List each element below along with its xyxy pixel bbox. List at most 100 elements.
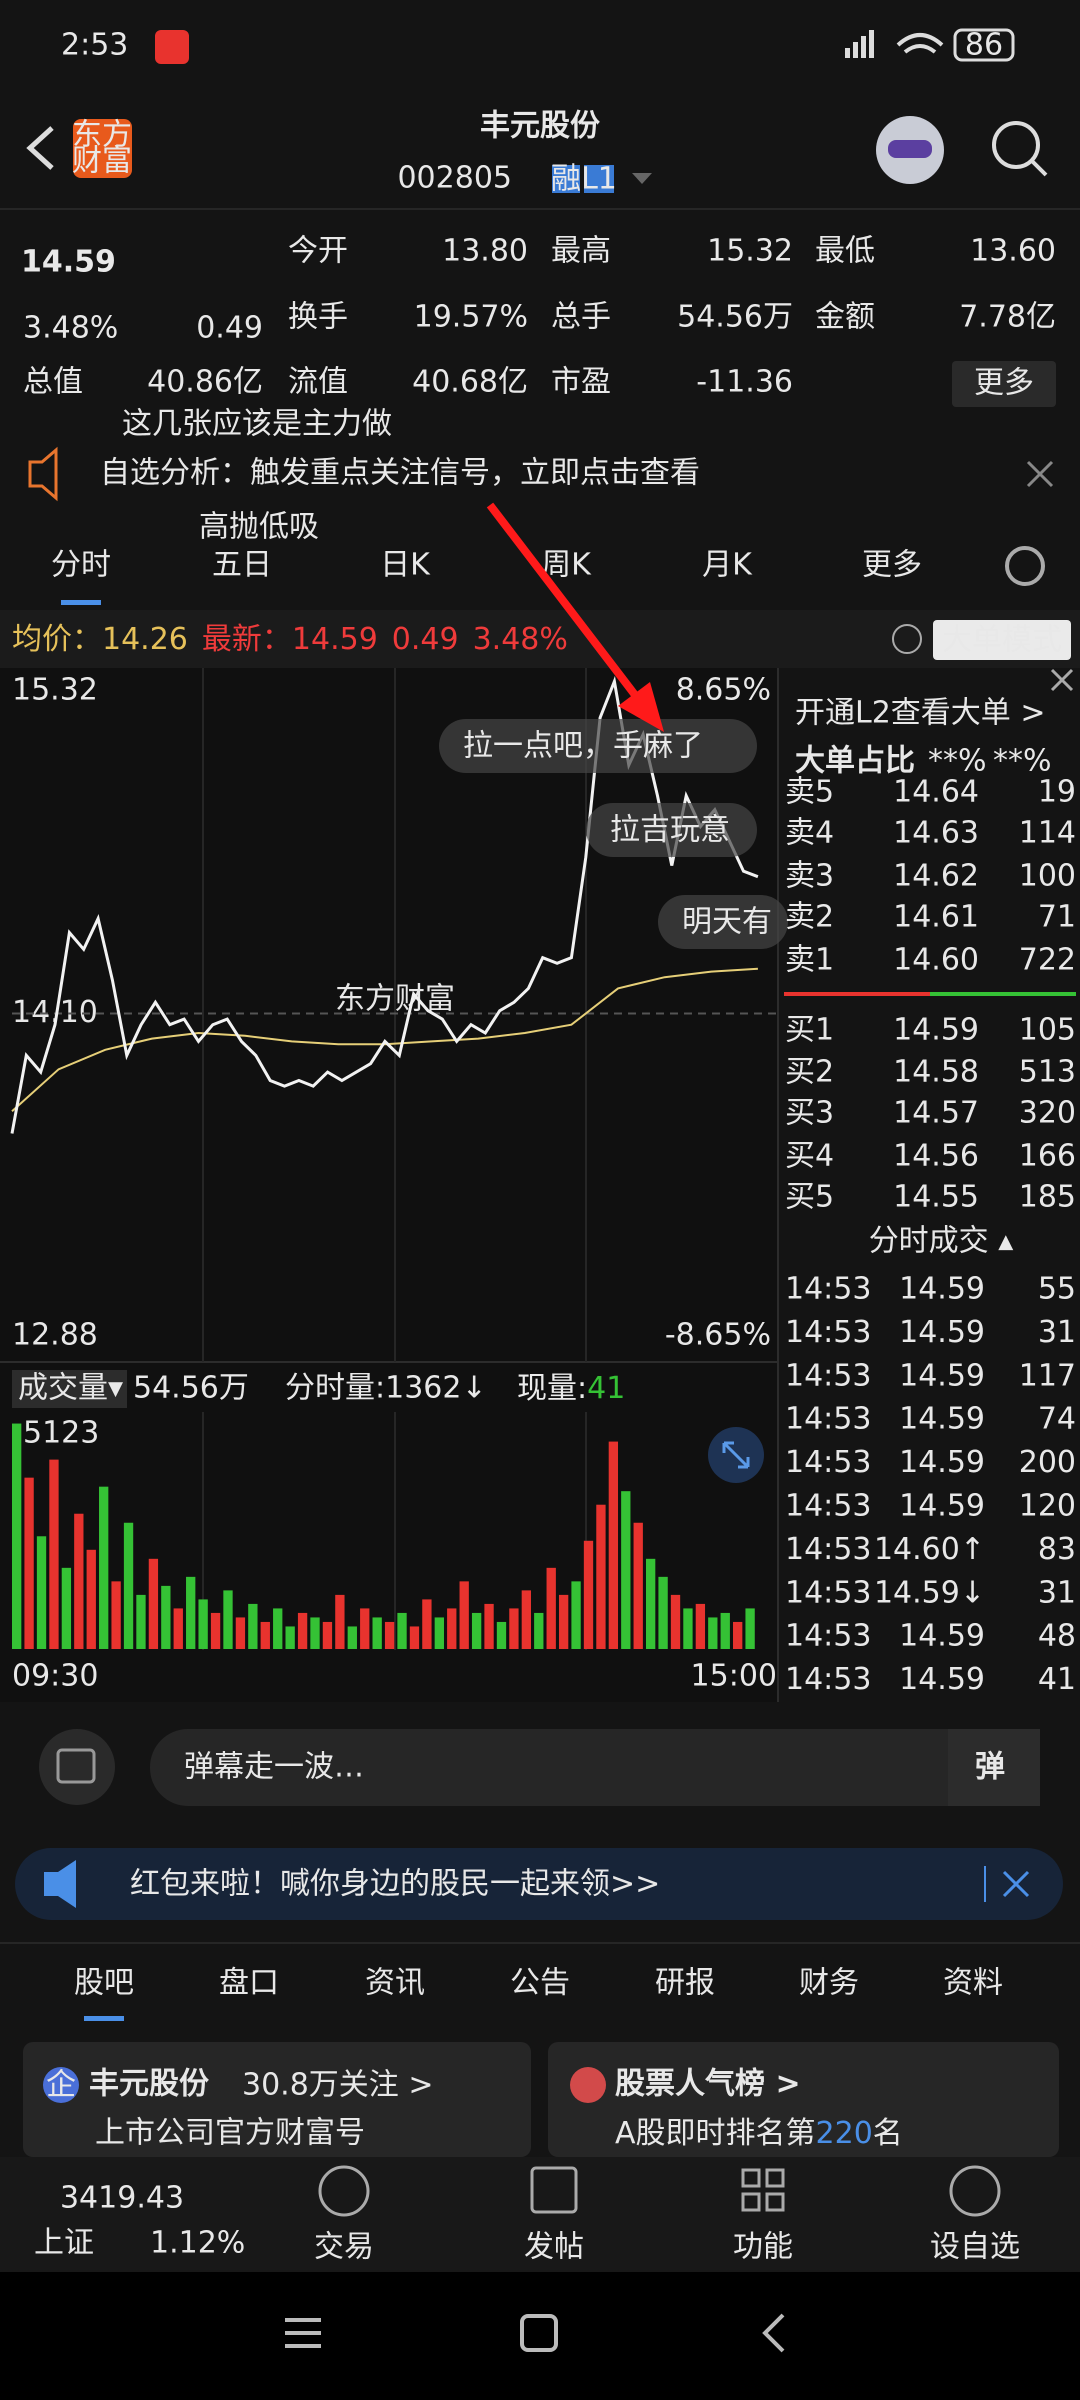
clock: 2:53 bbox=[61, 28, 128, 63]
field-label: 市盈 bbox=[551, 365, 611, 400]
nav-icon[interactable] bbox=[530, 2166, 578, 2214]
volume-bar bbox=[484, 1603, 494, 1649]
info-part: 0.49 bbox=[392, 622, 459, 657]
book-label: 买1 bbox=[785, 1013, 834, 1048]
trade-price: 14.59 bbox=[899, 1315, 985, 1350]
book-label: 卖1 bbox=[785, 943, 834, 978]
banner[interactable] bbox=[15, 1848, 1063, 1920]
chart-frame bbox=[202, 668, 587, 1650]
trade-time: 14:53 bbox=[785, 1358, 871, 1393]
banner-text[interactable]: 红包来啦！喊你身边的股民一起来领>> bbox=[130, 1867, 660, 1902]
section-underline bbox=[84, 2016, 124, 2021]
tab[interactable]: 五日 bbox=[212, 548, 272, 583]
nav-label[interactable]: 功能 bbox=[733, 2230, 793, 2265]
trade-time: 14:53 bbox=[785, 1575, 871, 1610]
nav-icon[interactable] bbox=[318, 2165, 370, 2217]
minute-volume: 分时量:1362↓ bbox=[285, 1371, 487, 1406]
volume-bar bbox=[111, 1581, 121, 1649]
x-tick-label: 15:00 bbox=[691, 1659, 777, 1694]
volume-bar bbox=[136, 1594, 146, 1649]
trade-price: 14.59↓ bbox=[874, 1575, 985, 1610]
book-price: 14.60 bbox=[893, 943, 979, 978]
search-button[interactable] bbox=[992, 121, 1040, 169]
close-panel[interactable] bbox=[1050, 668, 1074, 692]
trade-time: 14:53 bbox=[785, 1662, 871, 1697]
field-value: 13.60 bbox=[970, 234, 1056, 269]
tab[interactable]: 月K bbox=[702, 548, 753, 583]
volume-bar bbox=[596, 1504, 606, 1649]
book-volume: 19 bbox=[1038, 775, 1076, 810]
help-icon[interactable] bbox=[892, 624, 922, 654]
volume-bar bbox=[745, 1608, 755, 1649]
nav-label[interactable]: 交易 bbox=[314, 2230, 374, 2265]
section-tab[interactable]: 股吧 bbox=[74, 1966, 134, 2001]
volume-label[interactable]: 成交量▾ bbox=[18, 1371, 123, 1406]
more-button[interactable] bbox=[952, 361, 1056, 407]
volume-bar bbox=[74, 1513, 84, 1649]
nav-label[interactable]: 设自选 bbox=[930, 2230, 1020, 2265]
nav-label[interactable]: 发帖 bbox=[524, 2230, 584, 2265]
tab[interactable]: 日K bbox=[380, 548, 431, 583]
danmaku-text: 拉一点吧，手麻了 bbox=[463, 729, 703, 764]
mode-button[interactable] bbox=[933, 620, 1071, 660]
back-button[interactable] bbox=[26, 126, 54, 170]
info-part: 均价： bbox=[12, 622, 102, 657]
l2-link[interactable]: 开通L2查看大单 > bbox=[795, 696, 1045, 731]
trade-volume: 74 bbox=[1038, 1402, 1076, 1437]
volume-bar bbox=[372, 1617, 382, 1649]
volume-bar bbox=[633, 1522, 643, 1649]
volume-select[interactable] bbox=[12, 1370, 127, 1408]
card-icon bbox=[43, 2067, 79, 2103]
danmaku-toggle[interactable] bbox=[39, 1729, 115, 1805]
robot-visor bbox=[888, 140, 932, 158]
x-tick-label: 09:30 bbox=[12, 1659, 98, 1694]
section-tab[interactable]: 盘口 bbox=[219, 1966, 279, 2001]
tab[interactable]: 更多 bbox=[862, 548, 922, 583]
mode-label[interactable]: 大单模式 bbox=[942, 623, 1062, 658]
nav-icon[interactable] bbox=[741, 2168, 785, 2212]
trade-time: 14:53 bbox=[785, 1619, 871, 1654]
danmaku-send[interactable] bbox=[948, 1729, 1040, 1806]
field-value: 13.80 bbox=[442, 234, 528, 269]
more-label[interactable]: 更多 bbox=[974, 366, 1034, 401]
info-line: 均价：14.26 最新：14.59 0.49 3.48% bbox=[12, 622, 568, 657]
change: 0.49 bbox=[196, 311, 263, 346]
book-volume: 320 bbox=[1019, 1096, 1076, 1131]
danmaku-button[interactable]: 弹 bbox=[975, 1750, 1005, 1785]
nav-icon[interactable] bbox=[949, 2165, 1001, 2217]
section-tab[interactable]: 公告 bbox=[510, 1966, 570, 2001]
volume-bar bbox=[534, 1612, 544, 1649]
section-tab[interactable]: 资讯 bbox=[365, 1966, 425, 2001]
system-buttons[interactable] bbox=[285, 2313, 785, 2353]
banner-close[interactable] bbox=[1002, 1870, 1030, 1898]
section-tab[interactable]: 研报 bbox=[655, 1966, 715, 2001]
close-notice[interactable] bbox=[1026, 460, 1054, 488]
trade-volume: 48 bbox=[1038, 1619, 1076, 1654]
danmaku-icon bbox=[56, 1748, 96, 1784]
book-label: 卖4 bbox=[785, 816, 834, 851]
system-nav bbox=[0, 2272, 1080, 2400]
section-tab[interactable]: 资料 bbox=[943, 1966, 1003, 2001]
settings-icon[interactable] bbox=[1005, 546, 1045, 586]
volume-bar bbox=[161, 1585, 171, 1649]
volume-bar bbox=[571, 1581, 581, 1649]
volume-bar bbox=[422, 1599, 432, 1649]
ratio-value: **% bbox=[928, 744, 987, 779]
tab[interactable]: 分时 bbox=[51, 548, 111, 583]
tab-underline bbox=[61, 600, 101, 605]
dropdown-arrow[interactable] bbox=[632, 173, 652, 184]
book-price: 14.63 bbox=[893, 816, 979, 851]
avg-line bbox=[11, 967, 758, 1112]
card[interactable] bbox=[23, 2042, 531, 2157]
book-volume: 114 bbox=[1019, 816, 1076, 851]
current-label: 现量: bbox=[517, 1371, 587, 1406]
danmaku-placeholder: 弹幕走一波… bbox=[184, 1750, 364, 1785]
divider bbox=[0, 1942, 1080, 1944]
trade-price: 14.59 bbox=[899, 1445, 985, 1480]
volume-bar bbox=[248, 1603, 258, 1649]
info-part: 最新： bbox=[202, 622, 292, 657]
bottom-nav bbox=[0, 2157, 1080, 2272]
danmaku-input[interactable] bbox=[150, 1729, 1040, 1806]
card[interactable] bbox=[548, 2042, 1059, 2157]
section-tab[interactable]: 财务 bbox=[799, 1966, 859, 2001]
